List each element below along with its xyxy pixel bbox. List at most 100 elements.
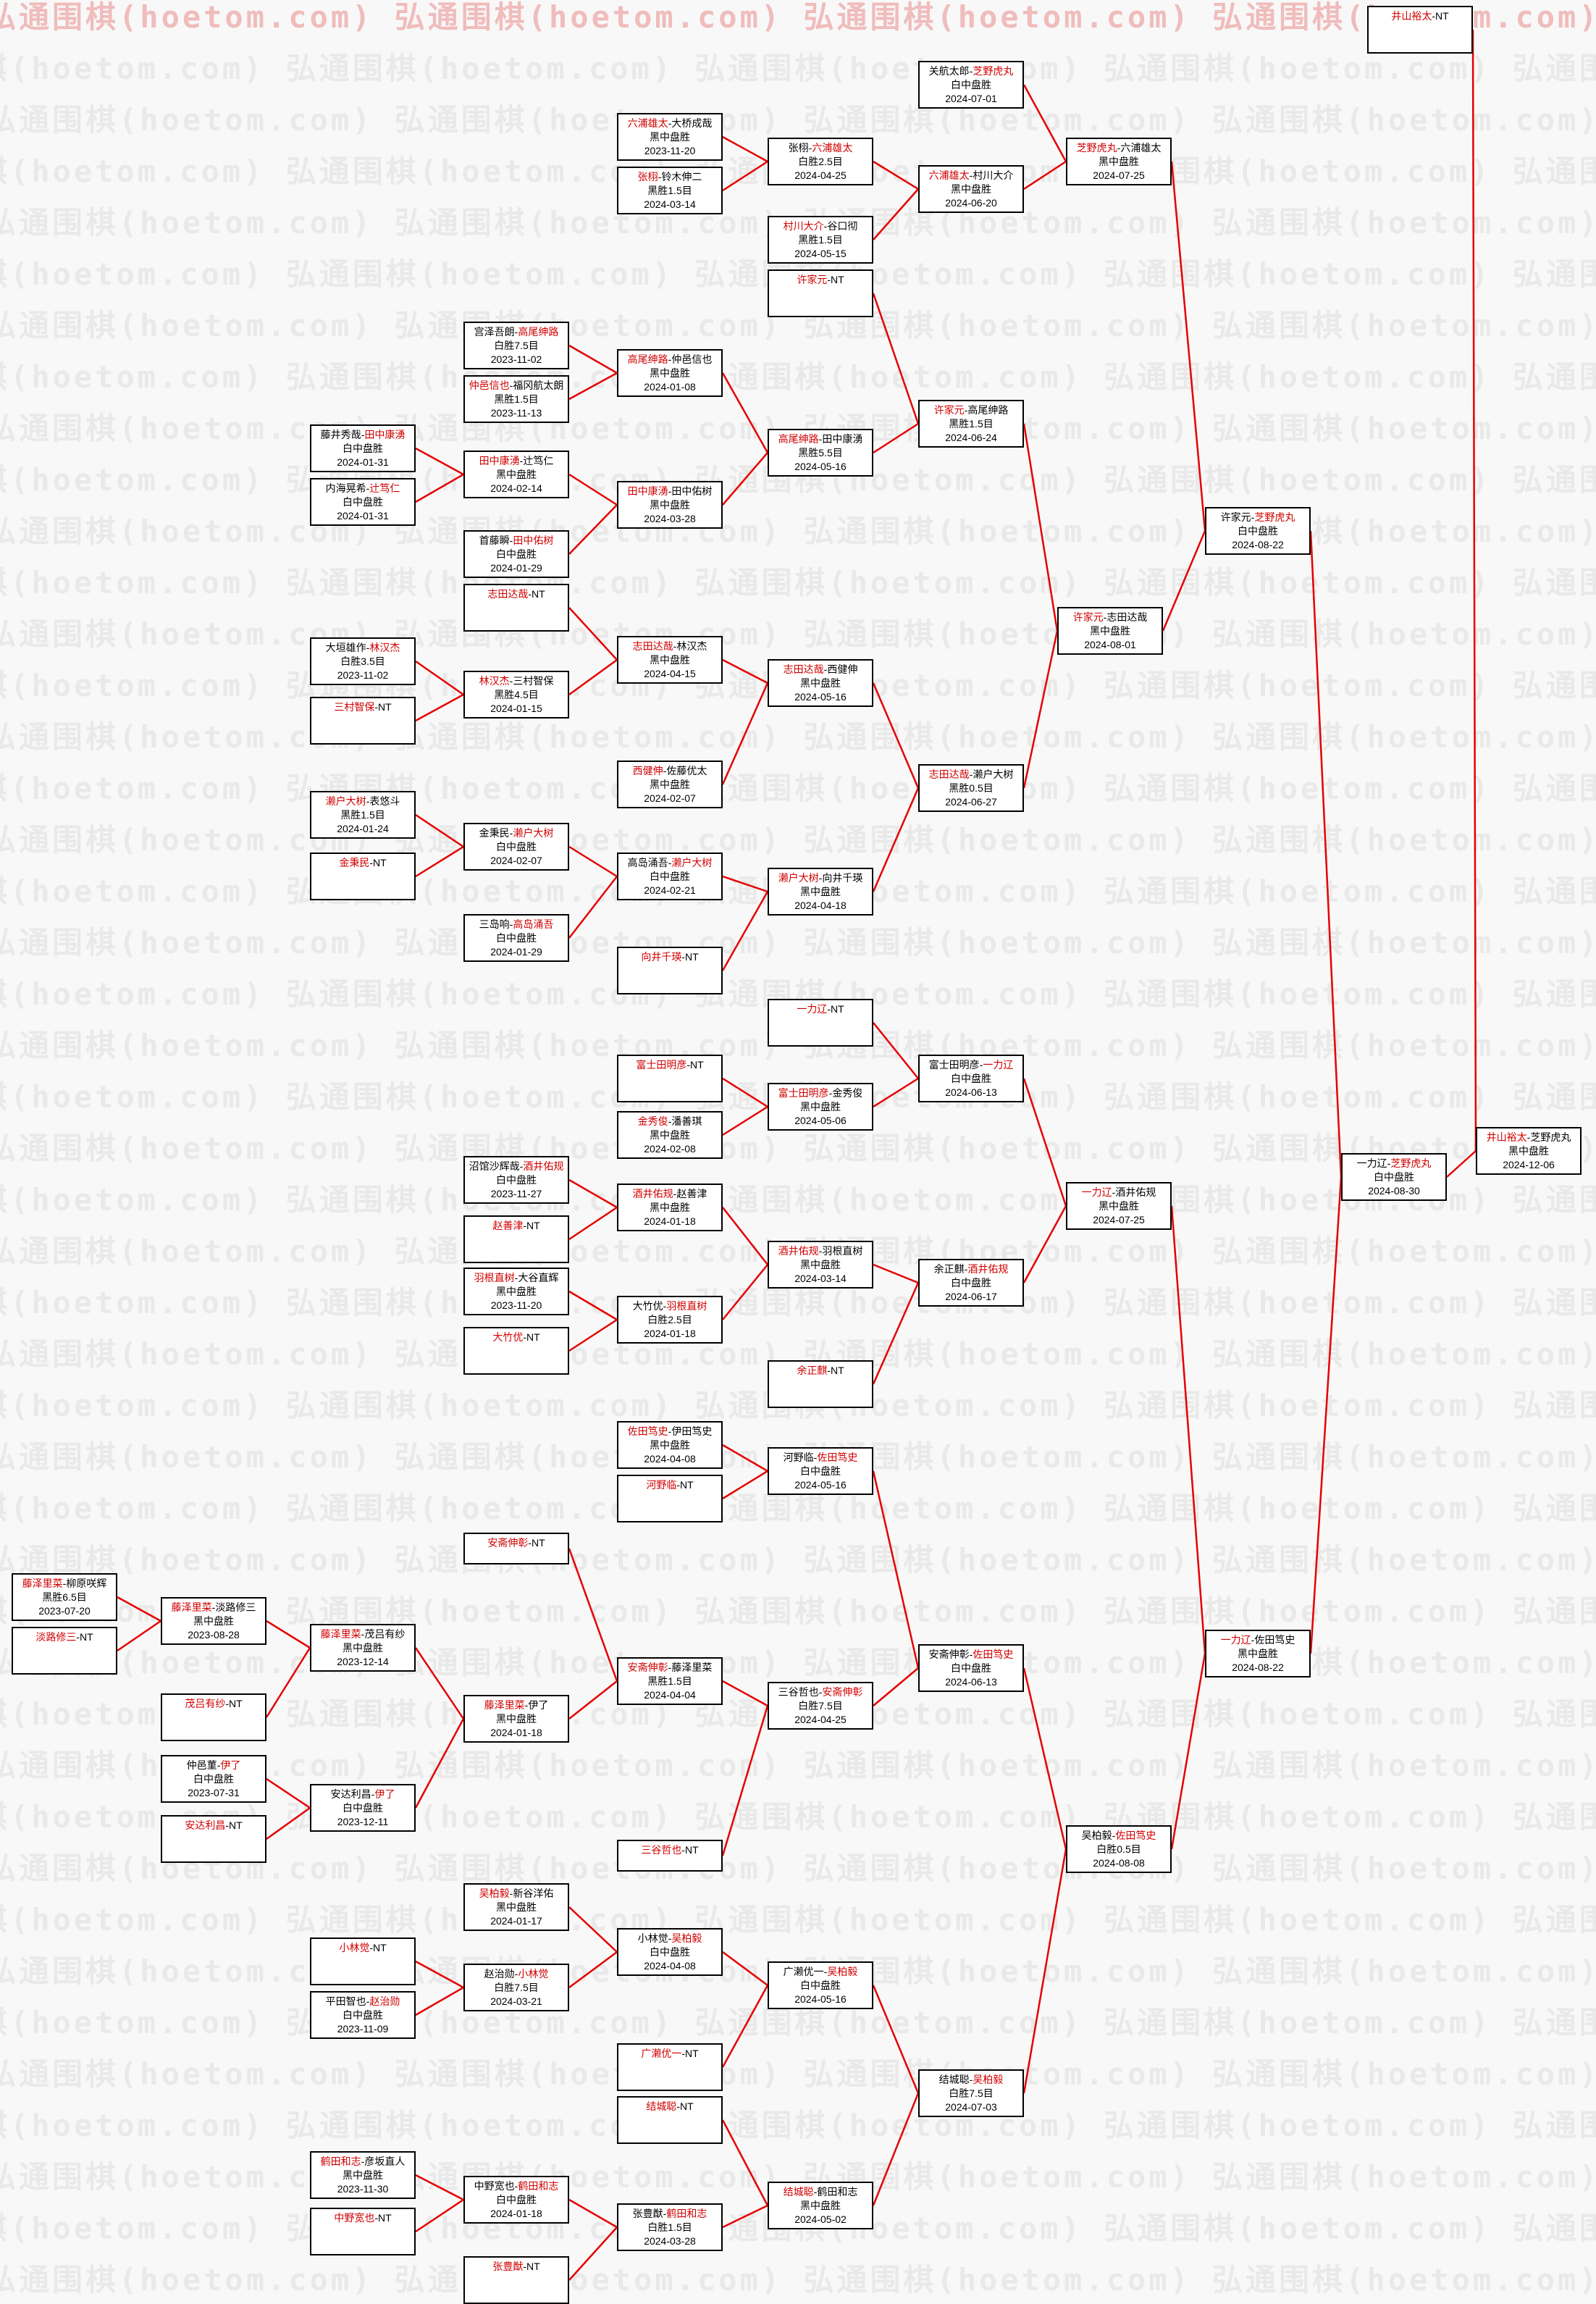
match-players: 大竹优-羽根直树 — [632, 1300, 707, 1312]
match-date: 2024-04-18 — [794, 900, 847, 911]
bracket-connector-line — [872, 682, 920, 789]
player-name: 张豊猷 — [492, 2261, 524, 2272]
player-name: 吴柏毅 — [479, 1888, 510, 1899]
bye-box: 河野临-NT — [617, 1475, 723, 1522]
match-players: 鹤田和志-彦坂直人 — [320, 2156, 406, 2167]
player-name: 结城聪 — [938, 2074, 970, 2085]
match-box: 小林觉-吴柏毅 白中盘胜 2024-04-08 — [617, 1928, 723, 1976]
player-name: 佐田笃史 — [817, 1451, 858, 1463]
match-players: 志田达哉-濑户大树 — [928, 768, 1014, 780]
player-name: 向井千瑛 — [822, 872, 863, 884]
match-result: 白中盘胜 — [496, 1174, 537, 1186]
bracket-connector-line — [722, 658, 768, 684]
match-box: 藤泽里菜-茂吕有纱 黑中盘胜 2023-12-14 — [310, 1624, 416, 1672]
match-result: 黑中盘胜 — [1099, 156, 1139, 167]
player-name: 伊田笃史 — [671, 1425, 713, 1437]
bye-box: 广濑优一-NT — [617, 2043, 723, 2091]
player-name: 藤泽里菜 — [22, 1578, 63, 1589]
player-name: 小林觉 — [518, 1968, 549, 1980]
match-result: 黑胜6.5目 — [42, 1591, 87, 1603]
match-date: 2023-11-13 — [490, 407, 542, 419]
match-result: 白中盘胜 — [951, 1662, 991, 1674]
match-box: 高岛涌吾-濑户大树 白中盘胜 2024-02-21 — [617, 853, 723, 900]
player-name: 高尾绅路 — [627, 353, 668, 365]
match-date: 2023-11-30 — [337, 2183, 389, 2195]
match-date: 2024-05-02 — [794, 2213, 847, 2225]
bracket-connector-line — [872, 787, 920, 892]
bracket-connector-line — [722, 1077, 768, 1108]
player-name: 濑户大树 — [973, 768, 1014, 780]
bye-box: 金秉民-NT — [310, 853, 416, 900]
match-players: 首藤瞬-田中佑树 — [479, 535, 554, 546]
bracket-connector-line — [568, 344, 618, 374]
match-players: 河野临-NT — [646, 1479, 694, 1491]
match-players: 许家元-芝野虎丸 — [1220, 511, 1295, 523]
match-box: 一力辽-芝野虎丸 白中盘胜 2024-08-30 — [1341, 1153, 1447, 1201]
player-name: 赵善津 — [676, 1188, 707, 1199]
bye-label: NT — [373, 857, 387, 868]
bye-box: 安斋伸彰-NT — [463, 1533, 569, 1564]
bracket-connector-line — [265, 1647, 311, 1718]
bye-label: NT — [685, 2048, 699, 2059]
player-name: 富士田明彦 — [636, 1059, 687, 1071]
match-result: 白中盘胜 — [951, 1073, 991, 1084]
player-name: 六浦雄太 — [627, 117, 668, 129]
player-name: 佐田笃史 — [1254, 1634, 1295, 1646]
match-box: 酒井佑规-赵善津 黑中盘胜 2024-01-18 — [617, 1184, 723, 1231]
player-name: 芝野虎丸 — [1390, 1157, 1432, 1169]
player-name: 田中康湧 — [627, 485, 668, 497]
player-name: 许家元 — [933, 404, 965, 416]
player-name: 安达利昌 — [330, 1788, 371, 1800]
match-result: 黑中盘胜 — [496, 1713, 537, 1725]
bye-box: 大竹优-NT — [463, 1327, 569, 1375]
match-date: 2024-03-21 — [490, 1995, 542, 2007]
match-result: 黑中盘胜 — [650, 131, 690, 143]
match-players: 沼馆沙辉哉-酒井佑规 — [469, 1160, 564, 1172]
match-date: 2024-05-16 — [794, 691, 847, 703]
watermark-text: 弘通围棋(hoetom.com) 弘通围棋(hoetom.com) 弘通围棋(h… — [0, 2005, 1596, 2040]
match-players: 余正麒-酒井佑规 — [933, 1263, 1009, 1275]
player-name: 三谷哲也 — [778, 1686, 819, 1698]
match-players: 村川大介-谷口彻 — [783, 220, 858, 232]
match-date: 2024-05-15 — [794, 248, 847, 259]
player-name: 茂吕有纱 — [185, 1698, 226, 1709]
bracket-connector-line — [1309, 530, 1343, 1178]
match-players: 六浦雄太-村川大介 — [928, 169, 1014, 181]
player-name: 酒井佑规 — [632, 1188, 673, 1199]
match-box: 张豊猷-鹤田和志 白胜1.5目 2024-03-28 — [617, 2203, 723, 2251]
watermark-text: 弘通围棋(hoetom.com) 弘通围棋(hoetom.com) 弘通围棋(h… — [0, 565, 1596, 600]
watermark-text: 弘通围棋(hoetom.com) 弘通围棋(hoetom.com) 弘通围棋(h… — [0, 822, 1596, 858]
match-box: 安达利昌-伊了 白中盘胜 2023-12-11 — [310, 1784, 416, 1832]
player-name: 酒井佑规 — [778, 1245, 819, 1257]
player-name: 大桥成哉 — [671, 117, 713, 129]
player-name: 三谷哲也 — [641, 1844, 682, 1856]
player-name: 芝野虎丸 — [1076, 142, 1117, 154]
player-name: 金秉民 — [339, 857, 370, 868]
bracket-connector-line — [568, 1290, 618, 1321]
watermark-text: 弘通围棋(hoetom.com) 弘通围棋(hoetom.com) 弘通围棋(h… — [0, 1131, 1596, 1166]
match-result: 黑中盘胜 — [496, 1286, 537, 1297]
match-date: 2024-05-16 — [794, 1993, 847, 2005]
match-date: 2024-01-18 — [644, 1215, 696, 1227]
match-result: 黑中盘胜 — [496, 1901, 537, 1913]
bye-label: NT — [680, 1479, 694, 1491]
player-name: 关航太郎 — [928, 65, 970, 77]
bye-label: NT — [378, 701, 392, 713]
match-result: 黑中盘胜 — [343, 2169, 383, 2181]
match-result: 白胜2.5目 — [647, 1314, 692, 1325]
bye-label: NT — [685, 951, 699, 963]
watermark-text: 弘通围棋(hoetom.com) 弘通围棋(hoetom.com) 弘通围棋(h… — [0, 359, 1596, 395]
match-result: 白中盘胜 — [951, 1277, 991, 1289]
match-players: 张豊猷-NT — [492, 2261, 540, 2272]
match-players: 一力辽-NT — [797, 1003, 844, 1015]
player-name: 六浦雄太 — [1120, 142, 1162, 154]
player-name: 志田达哉 — [783, 663, 824, 675]
player-name: 村川大介 — [973, 169, 1014, 181]
player-name: 藤泽里菜 — [171, 1601, 212, 1613]
match-date: 2024-02-07 — [644, 792, 696, 804]
player-name: 潘善琪 — [671, 1115, 702, 1127]
match-result: 黑中盘胜 — [650, 1129, 690, 1141]
player-name: 新谷洋佑 — [513, 1888, 554, 1899]
match-result: 白中盘胜 — [343, 443, 383, 454]
match-result: 黑中盘胜 — [800, 886, 841, 897]
